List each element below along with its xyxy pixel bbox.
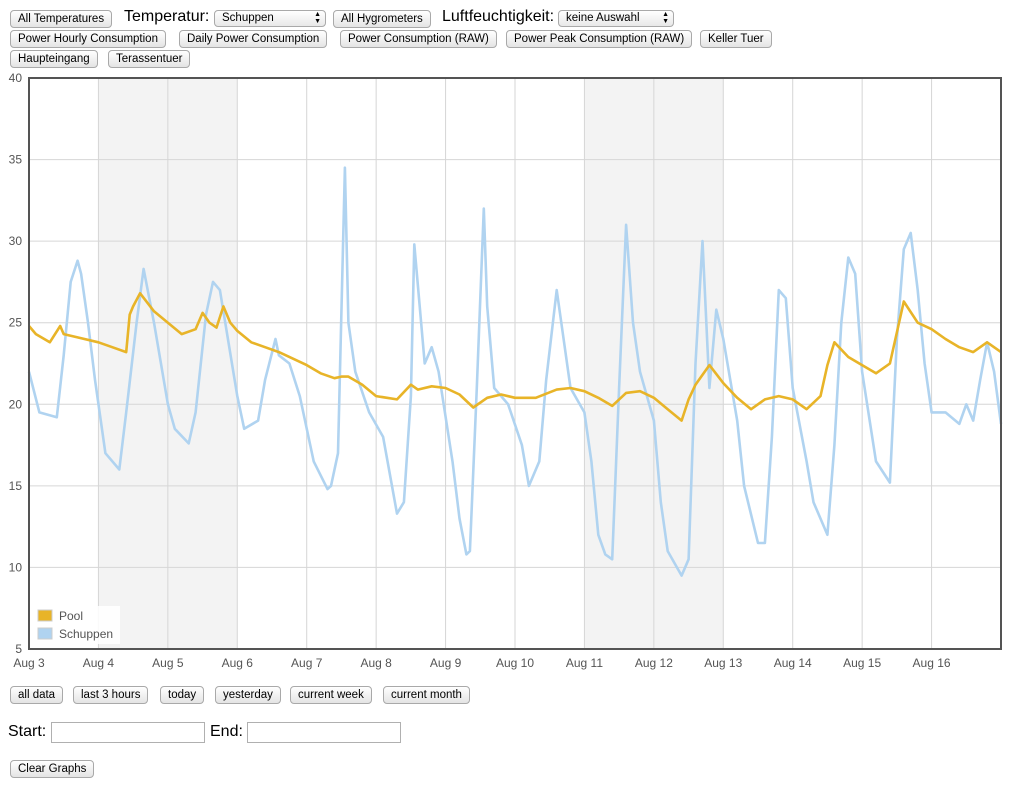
x-tick-label: Aug 3 — [13, 656, 45, 670]
current-week-button[interactable]: current week — [290, 686, 372, 704]
start-date-input[interactable] — [51, 722, 205, 743]
legend-label-schuppen: Schuppen — [59, 627, 113, 641]
y-tick-label: 20 — [9, 397, 23, 411]
haupteingang-button[interactable]: Haupteingang — [10, 50, 98, 68]
select-arrows-icon: ▲ ▼ — [662, 11, 669, 25]
clear-graphs-button[interactable]: Clear Graphs — [10, 760, 95, 778]
x-tick-label: Aug 16 — [913, 656, 951, 670]
x-tick-label: Aug 6 — [222, 656, 254, 670]
temperature-select[interactable]: Schuppen ▲ ▼ — [214, 10, 326, 27]
series-line-pool — [28, 292, 1002, 422]
last-3-hours-button[interactable]: last 3 hours — [73, 686, 149, 704]
y-tick-label: 10 — [9, 560, 23, 574]
x-tick-label: Aug 10 — [496, 656, 534, 670]
end-date-input[interactable] — [247, 722, 401, 743]
chart-legend: Pool Schuppen — [33, 606, 120, 644]
plot-frame — [28, 77, 1002, 650]
select-arrows-icon: ▲ ▼ — [314, 11, 321, 25]
power-hourly-button[interactable]: Power Hourly Consumption — [10, 30, 166, 48]
x-tick-label: Aug 7 — [291, 656, 323, 670]
x-tick-label: Aug 15 — [843, 656, 881, 670]
end-label: End: — [210, 723, 243, 740]
start-label: Start: — [8, 723, 47, 740]
x-tick-label: Aug 11 — [566, 656, 603, 670]
legend-swatch-schuppen — [37, 627, 53, 640]
y-tick-label: 25 — [9, 316, 23, 330]
terassentuer-button[interactable]: Terassentuer — [108, 50, 191, 68]
y-tick-label: 5 — [15, 642, 22, 656]
x-tick-label: Aug 13 — [704, 656, 742, 670]
y-tick-label: 35 — [9, 153, 23, 167]
x-tick-label: Aug 9 — [430, 656, 462, 670]
series-line-schuppen — [27, 166, 1003, 577]
all-data-button[interactable]: all data — [10, 686, 64, 704]
all-hygrometers-button[interactable]: All Hygrometers — [333, 10, 431, 28]
humidity-label: Luftfeuchtigkeit: — [442, 8, 555, 25]
humidity-select[interactable]: keine Auswahl ▲ ▼ — [558, 10, 674, 27]
legend-label-pool: Pool — [59, 609, 83, 623]
y-tick-label: 30 — [9, 234, 23, 248]
current-month-button[interactable]: current month — [383, 686, 470, 704]
legend-swatch-pool — [37, 609, 53, 622]
x-tick-label: Aug 4 — [83, 656, 115, 670]
humidity-select-value: keine Auswahl — [566, 12, 640, 24]
yesterday-button[interactable]: yesterday — [215, 686, 281, 704]
y-tick-label: 40 — [9, 71, 23, 85]
x-tick-label: Aug 5 — [152, 656, 184, 670]
keller-tuer-button[interactable]: Keller Tuer — [700, 30, 772, 48]
temperature-label: Temperatur: — [124, 8, 210, 25]
x-tick-label: Aug 14 — [774, 656, 812, 670]
y-tick-label: 15 — [9, 479, 23, 493]
power-raw-button[interactable]: Power Consumption (RAW) — [340, 30, 497, 48]
temperature-select-value: Schuppen — [222, 12, 274, 24]
all-temperatures-button[interactable]: All Temperatures — [10, 10, 113, 28]
x-tick-label: Aug 8 — [360, 656, 392, 670]
daily-power-button[interactable]: Daily Power Consumption — [179, 30, 328, 48]
x-tick-label: Aug 12 — [635, 656, 673, 670]
today-button[interactable]: today — [160, 686, 205, 704]
temperature-chart[interactable]: 5 10 15 20 25 30 35 40 Aug 3 Aug 4 Aug 5 Aug 6 Aug … — [0, 68, 1019, 673]
power-peak-raw-button[interactable]: Power Peak Consumption (RAW) — [506, 30, 693, 48]
